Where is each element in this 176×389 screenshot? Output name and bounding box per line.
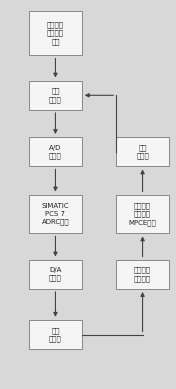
FancyBboxPatch shape — [116, 194, 169, 233]
FancyBboxPatch shape — [29, 81, 82, 110]
Text: D/A
转换器: D/A 转换器 — [49, 267, 62, 281]
FancyBboxPatch shape — [29, 11, 82, 56]
Text: A/D
转换器: A/D 转换器 — [49, 145, 62, 159]
Text: 工艺流程
温度指令
信号: 工艺流程 温度指令 信号 — [47, 21, 64, 45]
FancyBboxPatch shape — [29, 137, 82, 166]
Text: 信号
比较器: 信号 比较器 — [49, 88, 62, 103]
FancyBboxPatch shape — [29, 320, 82, 349]
Text: 温度
传感器: 温度 传感器 — [136, 144, 149, 159]
FancyBboxPatch shape — [116, 137, 169, 166]
FancyBboxPatch shape — [116, 260, 169, 289]
Text: 搞拌聚丙
烯反应釜
MPCE平台: 搞拌聚丙 烯反应釜 MPCE平台 — [129, 202, 156, 226]
FancyBboxPatch shape — [29, 194, 82, 233]
Text: SIMATIC
PCS 7
ADRC控制: SIMATIC PCS 7 ADRC控制 — [42, 203, 69, 225]
Text: 冷却剂流
量气动阀: 冷却剂流 量气动阀 — [134, 267, 151, 282]
Text: 信号
放大器: 信号 放大器 — [49, 327, 62, 342]
FancyBboxPatch shape — [29, 260, 82, 289]
